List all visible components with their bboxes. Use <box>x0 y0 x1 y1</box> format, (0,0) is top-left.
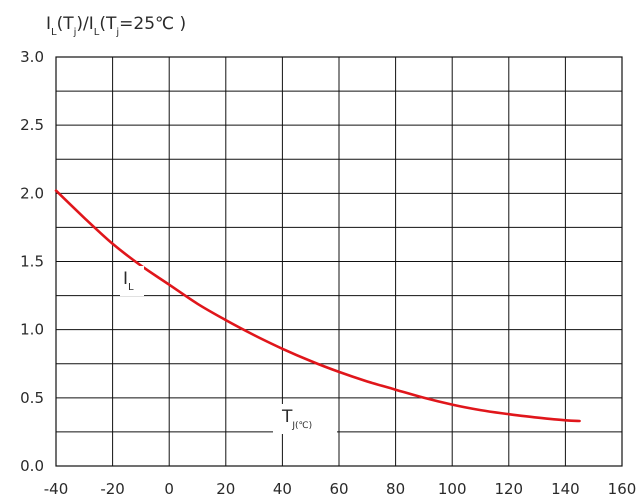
x-axis-title-background <box>273 404 337 434</box>
x-tick-label: 40 <box>273 480 292 498</box>
x-tick-label: 160 <box>608 480 637 498</box>
grid <box>55 56 623 467</box>
y-tick-label: 2.0 <box>20 184 44 202</box>
curve-label-background <box>120 266 144 296</box>
tick-labels: -40 -20 0 20 40 60 80 100 120 140 160 0.0 0.5 1.0 1.5 2… <box>20 48 636 498</box>
x-tick-label: 0 <box>164 480 174 498</box>
x-tick-label: -20 <box>100 480 125 498</box>
y-tick-label: 1.5 <box>20 253 44 271</box>
curve-label: IL <box>123 269 134 293</box>
x-tick-label: 100 <box>438 480 467 498</box>
x-tick-label: 140 <box>551 480 580 498</box>
x-tick-label: 120 <box>494 480 523 498</box>
x-axis-title: TJ(℃) <box>281 407 312 431</box>
x-tick-label: 80 <box>386 480 405 498</box>
x-tick-label: 60 <box>329 480 348 498</box>
y-tick-label: 2.5 <box>20 116 44 134</box>
y-tick-label: 1.0 <box>20 321 44 339</box>
y-axis-title: IL(Tj)/IL(Tj=25℃ ) <box>46 14 186 38</box>
x-tick-label: 20 <box>216 480 235 498</box>
y-tick-label: 0.0 <box>20 457 44 475</box>
y-tick-label: 0.5 <box>20 389 44 407</box>
y-tick-label: 3.0 <box>20 48 44 66</box>
plot-frame <box>55 56 623 467</box>
x-tick-label: -40 <box>44 480 69 498</box>
